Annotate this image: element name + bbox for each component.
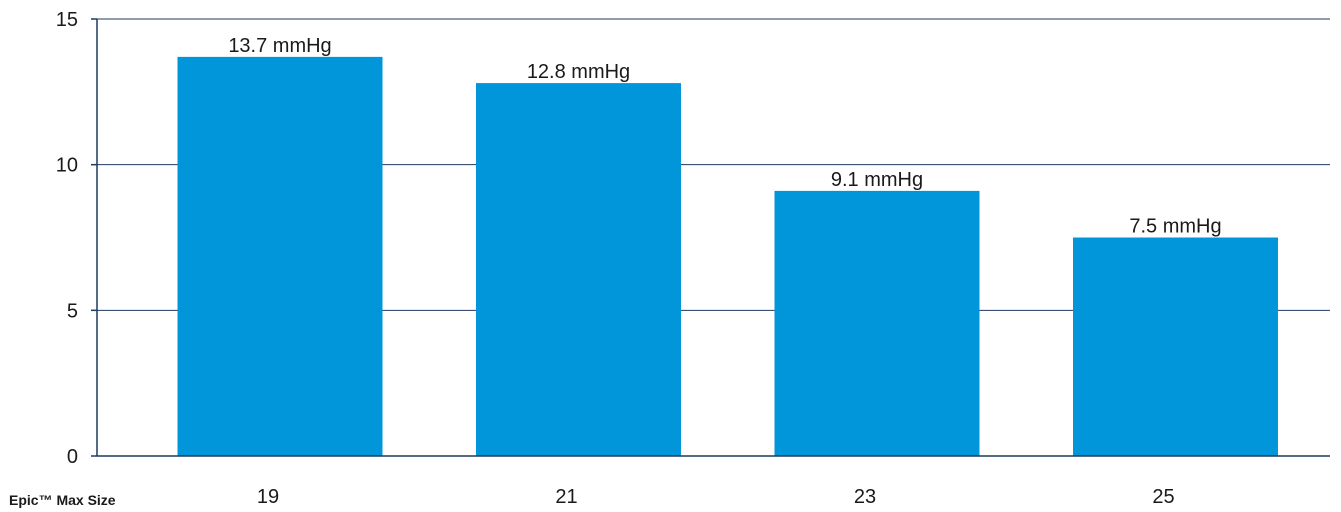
y-tick-label: 5 [67, 300, 78, 322]
data-label: 9.1 mmHg [831, 169, 923, 191]
data-label: 12.8 mmHg [527, 61, 630, 83]
category-label: 21 [555, 486, 577, 508]
bar-21 [476, 83, 681, 457]
data-labels: 13.7 mmHg 12.8 mmHg 9.1 mmHg 7.5 mmHg [228, 35, 1221, 238]
bars [177, 56, 1278, 457]
category-label: 19 [257, 486, 279, 508]
bar-23 [774, 190, 980, 457]
y-tick-label: 10 [56, 155, 78, 177]
category-label: 25 [1152, 486, 1174, 508]
bar-25 [1073, 237, 1278, 456]
category-label: 23 [854, 486, 876, 508]
axes [96, 19, 1330, 457]
bar-19 [177, 56, 383, 457]
category-axis-label: Epic™ Max Size [9, 492, 116, 508]
y-tick-label: 0 [67, 446, 78, 468]
y-tick-labels: 0 5 10 15 [56, 9, 78, 468]
data-label: 7.5 mmHg [1129, 216, 1221, 238]
data-label: 13.7 mmHg [228, 35, 331, 57]
category-labels: 19 21 23 25 [257, 486, 1175, 508]
y-tick-label: 15 [56, 9, 78, 31]
